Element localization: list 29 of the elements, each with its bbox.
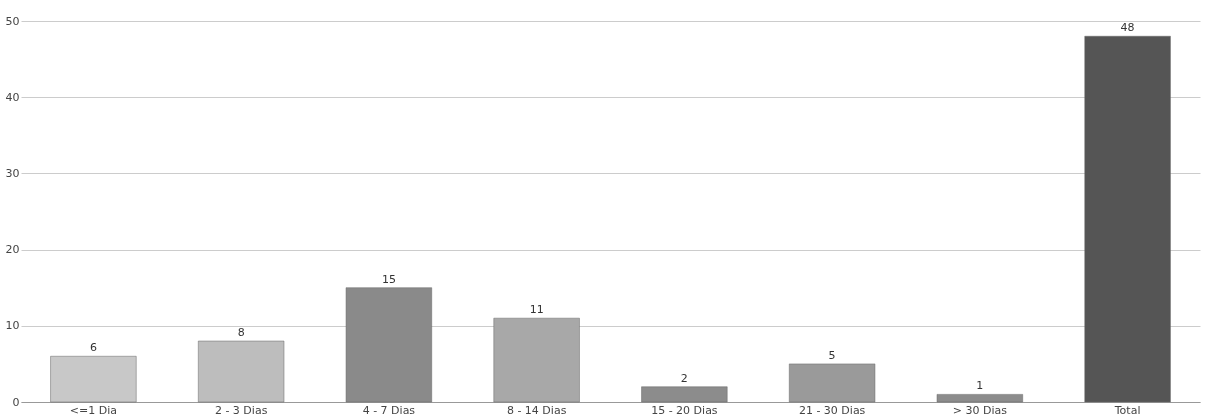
x-tick-label: 8 - 14 Dias — [506, 403, 567, 417]
bar — [345, 287, 432, 403]
x-tick-label: 2 - 3 Dias — [214, 403, 268, 417]
bar — [198, 340, 285, 403]
bar — [1084, 35, 1171, 403]
x-tick-label: <=1 Dia — [69, 403, 117, 417]
bar — [493, 317, 580, 403]
data-label: 1 — [976, 379, 984, 393]
data-label: 15 — [381, 272, 396, 286]
x-tick-label: Total — [1113, 403, 1141, 417]
x-tick-label: > 30 Dias — [952, 403, 1008, 417]
data-label: 8 — [237, 326, 245, 340]
x-tick-label: 15 - 20 Dias — [651, 403, 718, 417]
data-label: 11 — [529, 303, 544, 317]
y-tick-label: 10 — [5, 319, 20, 333]
data-label: 5 — [828, 348, 836, 362]
data-label: 48 — [1120, 21, 1135, 35]
y-tick-label: 0 — [12, 395, 20, 409]
y-tick-label: 20 — [5, 243, 20, 257]
data-label: 6 — [89, 341, 97, 355]
bar — [641, 386, 728, 403]
y-tick-label: 40 — [5, 90, 20, 104]
data-label: 2 — [680, 371, 688, 385]
bar — [936, 394, 1023, 403]
bar — [50, 356, 137, 403]
x-tick-label: 4 - 7 Dias — [362, 403, 416, 417]
y-tick-label: 50 — [5, 14, 20, 28]
x-tick-label: 21 - 30 Dias — [798, 403, 866, 417]
y-tick-label: 30 — [5, 166, 20, 180]
